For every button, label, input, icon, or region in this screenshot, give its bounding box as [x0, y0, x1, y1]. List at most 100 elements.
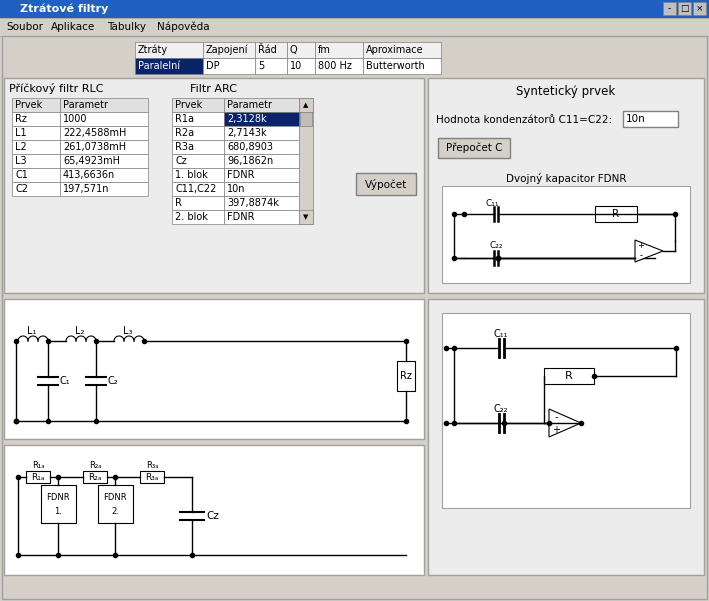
FancyBboxPatch shape — [172, 154, 224, 168]
Text: Soubor: Soubor — [6, 22, 43, 32]
FancyBboxPatch shape — [172, 98, 224, 112]
FancyBboxPatch shape — [299, 98, 313, 224]
Text: Parametr: Parametr — [63, 100, 108, 110]
FancyBboxPatch shape — [287, 58, 315, 74]
Text: Cz: Cz — [175, 156, 186, 166]
Text: fm: fm — [318, 45, 331, 55]
Text: Aproximace: Aproximace — [366, 45, 423, 55]
FancyBboxPatch shape — [4, 78, 424, 293]
Text: Prvek: Prvek — [15, 100, 43, 110]
Text: 680,8903: 680,8903 — [227, 142, 273, 152]
FancyBboxPatch shape — [255, 58, 287, 74]
Text: C11,C22: C11,C22 — [175, 184, 216, 194]
Text: 10n: 10n — [626, 114, 646, 124]
Text: L₂: L₂ — [75, 326, 84, 336]
FancyBboxPatch shape — [60, 140, 148, 154]
Text: R₃ₐ: R₃ₐ — [146, 460, 158, 469]
Text: 2,3128k: 2,3128k — [227, 114, 267, 124]
Text: Zapojení: Zapojení — [206, 44, 248, 55]
Text: C₂: C₂ — [108, 376, 118, 386]
FancyBboxPatch shape — [12, 182, 60, 196]
Text: 197,571n: 197,571n — [63, 184, 109, 194]
Text: Aplikace: Aplikace — [51, 22, 95, 32]
FancyBboxPatch shape — [172, 210, 224, 224]
Text: L₃: L₃ — [123, 326, 133, 336]
Text: Parametr: Parametr — [227, 100, 272, 110]
Text: Tabulky: Tabulky — [107, 22, 146, 32]
Text: R: R — [565, 371, 573, 381]
FancyBboxPatch shape — [224, 196, 299, 210]
FancyBboxPatch shape — [224, 126, 299, 140]
FancyBboxPatch shape — [12, 154, 60, 168]
FancyBboxPatch shape — [300, 112, 312, 126]
Text: Dvojný kapacitor FDNR: Dvojný kapacitor FDNR — [506, 172, 626, 183]
Text: R: R — [613, 209, 620, 219]
Text: 222,4588mH: 222,4588mH — [63, 128, 126, 138]
FancyBboxPatch shape — [12, 140, 60, 154]
FancyBboxPatch shape — [224, 98, 299, 112]
Text: L2: L2 — [15, 142, 27, 152]
Text: C2: C2 — [15, 184, 28, 194]
FancyBboxPatch shape — [140, 471, 164, 483]
Text: Nápověda: Nápověda — [157, 22, 210, 32]
FancyBboxPatch shape — [60, 126, 148, 140]
Text: 5: 5 — [258, 61, 264, 71]
FancyBboxPatch shape — [60, 98, 148, 112]
FancyBboxPatch shape — [60, 168, 148, 182]
Text: C₂₂: C₂₂ — [490, 240, 503, 249]
Text: C₁₁: C₁₁ — [493, 329, 508, 339]
Text: ×: × — [696, 4, 703, 13]
Text: R1a: R1a — [175, 114, 194, 124]
FancyBboxPatch shape — [172, 182, 224, 196]
FancyBboxPatch shape — [678, 2, 691, 15]
Text: Syntetický prvek: Syntetický prvek — [516, 85, 615, 99]
FancyBboxPatch shape — [623, 111, 678, 127]
Text: Paralelní: Paralelní — [138, 61, 180, 71]
Text: Butterworth: Butterworth — [366, 61, 425, 71]
FancyBboxPatch shape — [438, 138, 510, 158]
Text: 1000: 1000 — [63, 114, 87, 124]
FancyBboxPatch shape — [693, 2, 706, 15]
Text: 10n: 10n — [227, 184, 245, 194]
Text: 397,8874k: 397,8874k — [227, 198, 279, 208]
Text: ▼: ▼ — [303, 214, 308, 220]
Text: 96,1862n: 96,1862n — [227, 156, 273, 166]
Text: C1: C1 — [15, 170, 28, 180]
Text: 800 Hz: 800 Hz — [318, 61, 352, 71]
FancyBboxPatch shape — [203, 58, 255, 74]
Text: C₁₁: C₁₁ — [485, 198, 498, 207]
Text: FDNR: FDNR — [104, 492, 127, 501]
Text: Ztrátové filtry: Ztrátové filtry — [20, 4, 108, 14]
FancyBboxPatch shape — [203, 42, 255, 58]
Text: R₃ₐ: R₃ₐ — [145, 472, 159, 481]
FancyBboxPatch shape — [224, 154, 299, 168]
FancyBboxPatch shape — [287, 42, 315, 58]
Text: -: - — [640, 251, 642, 260]
FancyBboxPatch shape — [315, 42, 363, 58]
Polygon shape — [635, 240, 663, 262]
Text: 10: 10 — [290, 61, 302, 71]
Text: 2,7143k: 2,7143k — [227, 128, 267, 138]
FancyBboxPatch shape — [544, 368, 594, 384]
Text: Ztráty: Ztráty — [138, 44, 168, 55]
Text: R2a: R2a — [175, 128, 194, 138]
Text: Řád: Řád — [258, 45, 277, 55]
Text: R: R — [175, 198, 182, 208]
FancyBboxPatch shape — [0, 18, 709, 36]
FancyBboxPatch shape — [172, 168, 224, 182]
FancyBboxPatch shape — [12, 112, 60, 126]
FancyBboxPatch shape — [26, 471, 50, 483]
FancyBboxPatch shape — [224, 182, 299, 196]
FancyBboxPatch shape — [12, 98, 60, 112]
Text: Rz: Rz — [15, 114, 27, 124]
FancyBboxPatch shape — [224, 168, 299, 182]
Text: +: + — [637, 242, 644, 251]
Text: L1: L1 — [15, 128, 27, 138]
Text: 261,0738mH: 261,0738mH — [63, 142, 126, 152]
FancyBboxPatch shape — [442, 313, 690, 508]
FancyBboxPatch shape — [397, 361, 415, 391]
FancyBboxPatch shape — [2, 36, 707, 599]
Text: 413,6636n: 413,6636n — [63, 170, 116, 180]
FancyBboxPatch shape — [41, 485, 76, 523]
Text: Q: Q — [290, 45, 298, 55]
